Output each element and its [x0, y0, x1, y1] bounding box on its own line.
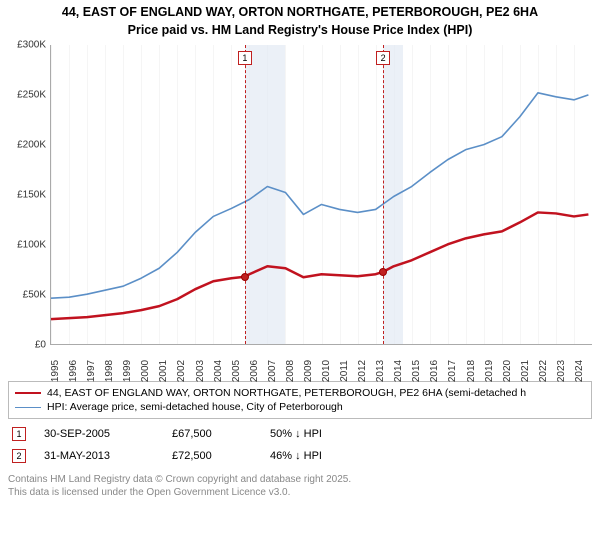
sale-tag: 2	[12, 449, 26, 463]
x-axis: 1995199619971998199920002001200220032004…	[50, 345, 592, 375]
x-tick-label: 1996	[68, 360, 79, 382]
x-tick-label: 2014	[393, 360, 404, 382]
y-tick-label: £200K	[17, 140, 46, 151]
x-tick-label: 2003	[195, 360, 206, 382]
x-tick-label: 2002	[176, 360, 187, 382]
footer-license: This data is licensed under the Open Gov…	[8, 486, 592, 499]
sale-date: 31-MAY-2013	[44, 450, 154, 462]
sale-row: 2 31-MAY-2013 £72,500 46% ↓ HPI	[8, 447, 592, 469]
plot-area: 12	[50, 45, 592, 345]
y-tick-label: £300K	[17, 40, 46, 51]
footer: Contains HM Land Registry data © Crown c…	[8, 473, 592, 499]
title-block: 44, EAST OF ENGLAND WAY, ORTON NORTHGATE…	[8, 4, 592, 39]
x-tick-label: 2021	[520, 360, 531, 382]
footer-copyright: Contains HM Land Registry data © Crown c…	[8, 473, 592, 486]
x-tick-label: 2024	[574, 360, 585, 382]
x-tick-label: 1998	[104, 360, 115, 382]
chart: £0£50K£100K£150K£200K£250K£300K 12 19951…	[8, 45, 592, 375]
x-tick-label: 2020	[502, 360, 513, 382]
legend-swatch	[15, 392, 41, 394]
series-hpi	[51, 93, 588, 298]
sale-price: £72,500	[172, 450, 252, 462]
x-tick-label: 2007	[267, 360, 278, 382]
title-subtitle: Price paid vs. HM Land Registry's House …	[8, 22, 592, 40]
x-tick-label: 1997	[86, 360, 97, 382]
x-tick-label: 2009	[303, 360, 314, 382]
sale-point	[241, 273, 249, 281]
legend-row-hpi: HPI: Average price, semi-detached house,…	[15, 400, 585, 414]
series-svg	[51, 45, 592, 344]
x-tick-label: 2017	[447, 360, 458, 382]
marker-line	[245, 45, 246, 344]
x-tick-label: 2005	[231, 360, 242, 382]
x-tick-label: 2016	[429, 360, 440, 382]
x-tick-label: 2015	[411, 360, 422, 382]
x-tick-label: 2008	[285, 360, 296, 382]
x-tick-label: 2001	[158, 360, 169, 382]
x-tick-label: 2000	[140, 360, 151, 382]
y-tick-label: £250K	[17, 90, 46, 101]
legend: 44, EAST OF ENGLAND WAY, ORTON NORTHGATE…	[8, 381, 592, 419]
sale-delta: 50% ↓ HPI	[270, 428, 322, 440]
x-tick-label: 2012	[357, 360, 368, 382]
sale-row: 1 30-SEP-2005 £67,500 50% ↓ HPI	[8, 425, 592, 447]
legend-row-price-paid: 44, EAST OF ENGLAND WAY, ORTON NORTHGATE…	[15, 386, 585, 400]
x-tick-label: 2018	[466, 360, 477, 382]
x-tick-label: 1999	[122, 360, 133, 382]
x-tick-label: 2019	[484, 360, 495, 382]
marker-line	[383, 45, 384, 344]
y-axis: £0£50K£100K£150K£200K£250K£300K	[8, 45, 48, 345]
title-address: 44, EAST OF ENGLAND WAY, ORTON NORTHGATE…	[8, 4, 592, 22]
x-tick-label: 2004	[213, 360, 224, 382]
series-price_paid	[51, 212, 588, 319]
legend-label: 44, EAST OF ENGLAND WAY, ORTON NORTHGATE…	[47, 387, 526, 399]
sale-point	[379, 268, 387, 276]
x-tick-label: 2023	[556, 360, 567, 382]
x-tick-label: 2013	[375, 360, 386, 382]
y-tick-label: £0	[35, 340, 46, 351]
x-tick-label: 2010	[321, 360, 332, 382]
x-tick-label: 1995	[50, 360, 61, 382]
sale-date: 30-SEP-2005	[44, 428, 154, 440]
sale-price: £67,500	[172, 428, 252, 440]
sale-delta: 46% ↓ HPI	[270, 450, 322, 462]
y-tick-label: £100K	[17, 240, 46, 251]
x-tick-label: 2006	[249, 360, 260, 382]
marker-tag: 1	[238, 51, 252, 65]
x-tick-label: 2022	[538, 360, 549, 382]
x-tick-label: 2011	[339, 360, 350, 382]
sale-tag: 1	[12, 427, 26, 441]
y-tick-label: £50K	[23, 290, 46, 301]
marker-tag: 2	[376, 51, 390, 65]
legend-swatch	[15, 407, 41, 408]
legend-label: HPI: Average price, semi-detached house,…	[47, 401, 343, 413]
y-tick-label: £150K	[17, 190, 46, 201]
sales-list: 1 30-SEP-2005 £67,500 50% ↓ HPI 2 31-MAY…	[8, 425, 592, 469]
